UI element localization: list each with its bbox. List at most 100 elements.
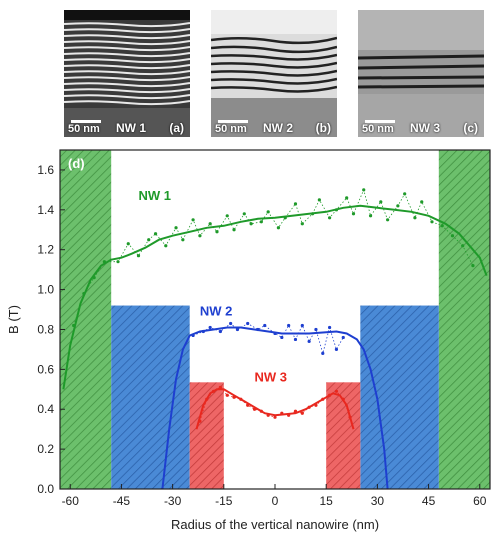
data-point	[102, 260, 106, 264]
data-point	[307, 405, 311, 409]
data-point	[208, 222, 212, 226]
y-tick-label: 0.4	[37, 402, 54, 416]
data-point	[362, 188, 366, 192]
shaded-region-2	[111, 305, 190, 489]
shaded-region-0	[60, 150, 112, 489]
data-point	[239, 397, 243, 401]
data-point	[232, 228, 236, 232]
data-point	[300, 411, 304, 415]
y-tick-label: 0.8	[37, 322, 54, 336]
x-axis: -60 -45 -30 -15 0 15 30 45 60	[62, 484, 487, 508]
y-tick-label: 1.0	[37, 283, 54, 297]
data-point	[246, 403, 250, 407]
data-point	[440, 224, 444, 228]
data-point	[280, 411, 284, 415]
series-layer: NW 1 NW 2 NW 3	[62, 188, 488, 490]
data-point	[198, 419, 202, 423]
y-tick-label: 0.0	[37, 482, 54, 496]
data-point	[287, 413, 291, 417]
data-point	[229, 321, 233, 326]
data-point	[328, 325, 332, 330]
shaded-region-3	[360, 305, 439, 489]
raw-line	[192, 322, 344, 355]
data-point	[420, 200, 424, 204]
panel-nw-label: NW 2	[263, 121, 293, 135]
b-field-chart: NW 1NW 2NW 3 -60 -45 -30 -15 0 15 30 45 60 0.00.…	[6, 149, 491, 532]
data-point	[461, 244, 465, 248]
data-point	[246, 321, 250, 326]
data-point	[82, 291, 86, 296]
data-point	[266, 413, 270, 417]
scale-label: 50 nm	[362, 123, 394, 135]
data-point	[266, 210, 270, 214]
data-point	[181, 238, 185, 242]
y-tick-label: 1.4	[37, 203, 54, 217]
scale-bar	[218, 120, 248, 123]
data-point	[273, 331, 277, 336]
data-point	[321, 351, 325, 355]
data-point	[307, 339, 311, 344]
data-point	[403, 192, 407, 196]
data-point	[328, 393, 332, 397]
data-point	[450, 234, 455, 238]
data-point	[208, 325, 212, 330]
panel-letter: (b)	[315, 121, 331, 135]
tem-image-nw1	[64, 10, 190, 137]
series-label: NW 1	[138, 188, 171, 203]
x-tick-label: 60	[473, 494, 487, 508]
x-tick-label: -60	[62, 494, 80, 508]
data-point	[72, 323, 76, 328]
x-tick-label: 0	[272, 494, 279, 508]
y-axis-title: B (T)	[6, 305, 21, 334]
data-point	[153, 232, 158, 236]
shaded-regions	[60, 150, 490, 489]
x-tick-label: 30	[371, 494, 385, 508]
data-point	[263, 323, 267, 328]
tem-panel-nw2: 50 nm NW 2 (b)	[211, 10, 337, 137]
series-label: NW 2	[200, 304, 233, 319]
data-point	[300, 323, 304, 328]
data-point	[283, 216, 287, 220]
y-tick-label: 1.6	[37, 163, 54, 177]
data-point	[235, 327, 240, 332]
data-point	[201, 329, 205, 334]
data-point	[249, 222, 253, 226]
data-point	[225, 393, 229, 397]
panel-letter: (a)	[169, 121, 184, 135]
data-point	[215, 230, 219, 234]
y-axis: 0.0 0.2 0.4 0.6 0.8 1.0 1.2 1.4 1.6	[37, 163, 65, 496]
data-point	[379, 200, 383, 204]
data-point	[334, 208, 339, 212]
data-point	[259, 220, 263, 224]
data-point	[430, 220, 434, 224]
data-point	[293, 202, 298, 206]
scale-label: 50 nm	[68, 123, 100, 135]
scale-bar	[71, 120, 101, 123]
y-tick-label: 0.6	[37, 362, 54, 376]
data-point	[191, 218, 195, 222]
data-point	[345, 196, 349, 200]
data-point	[386, 218, 390, 222]
series-nw3: NW 3	[195, 369, 355, 430]
y-tick-label: 0.2	[37, 442, 54, 456]
data-point	[300, 222, 304, 226]
data-point	[368, 214, 373, 218]
data-point	[256, 327, 260, 332]
scale-bar	[365, 120, 395, 123]
data-point	[348, 415, 352, 419]
tem-panel-nw1: 50 nm NW 1 (a)	[64, 10, 190, 137]
series-nw1: NW 1	[62, 188, 488, 390]
tem-image-nw3	[358, 10, 484, 137]
shaded-region-1	[438, 150, 490, 489]
data-point	[218, 385, 222, 389]
x-axis-title: Radius of the vertical nanowire (nm)	[171, 517, 379, 532]
data-point	[147, 238, 151, 242]
tem-panel-nw3: 50 nm NW 3 (c)	[358, 10, 484, 137]
data-point	[211, 389, 216, 393]
data-point	[191, 333, 195, 338]
data-point	[341, 335, 345, 340]
x-tick-label: -15	[215, 494, 233, 508]
data-point	[413, 216, 417, 220]
data-point	[396, 204, 400, 208]
data-point	[259, 409, 263, 413]
